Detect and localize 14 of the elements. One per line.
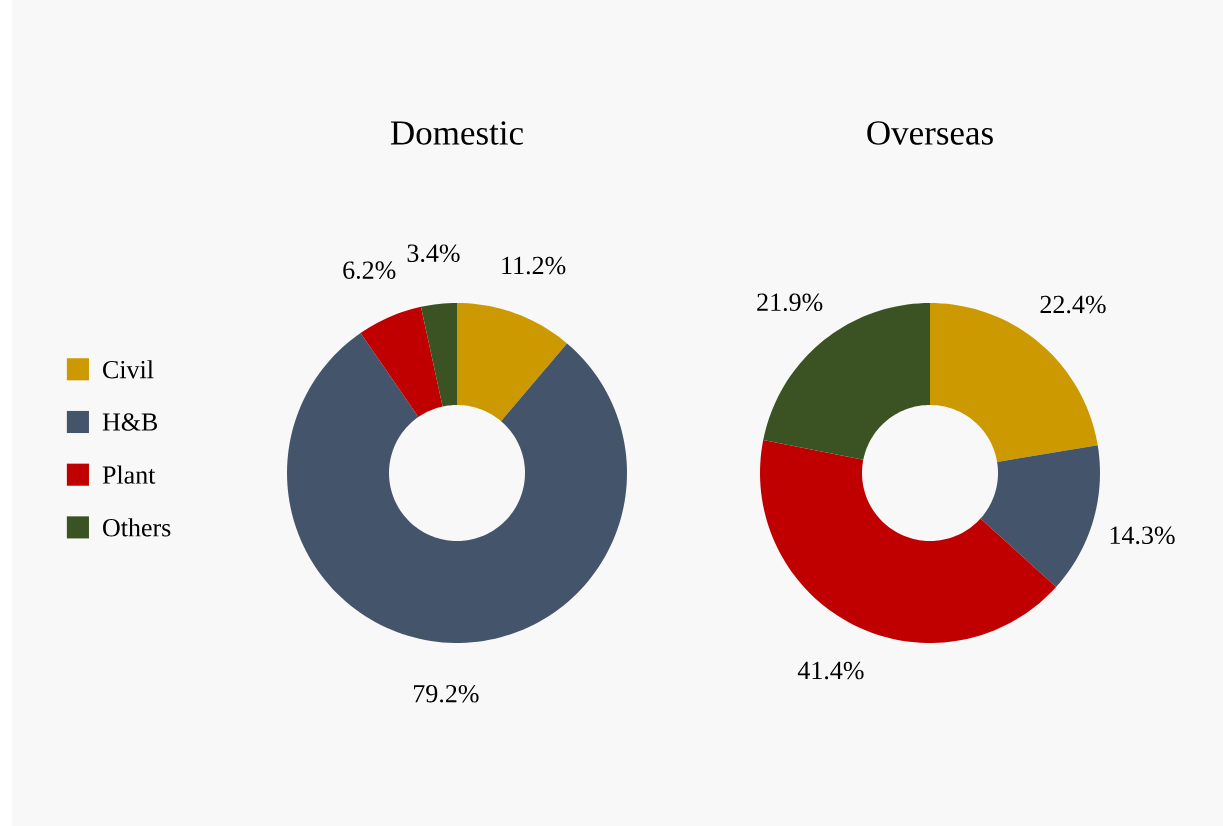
legend-label: Civil [103, 360, 154, 379]
data-label: 22.4% [1040, 295, 1106, 314]
data-label: 21.9% [757, 293, 823, 312]
data-label: 79.2% [414, 684, 479, 703]
chart-title: Overseas [867, 121, 993, 145]
chart-title: Domestic [390, 121, 524, 145]
legend-label: Others [103, 518, 171, 537]
data-label: 6.2% [343, 261, 396, 279]
legend-label: Plant [102, 465, 156, 484]
data-label: 41.4% [797, 661, 864, 680]
data-label: 14.3% [1110, 526, 1175, 545]
data-label: 3.4% [407, 244, 460, 263]
data-label: 11.2% [502, 256, 566, 275]
legend-label: H&B [102, 413, 158, 431]
